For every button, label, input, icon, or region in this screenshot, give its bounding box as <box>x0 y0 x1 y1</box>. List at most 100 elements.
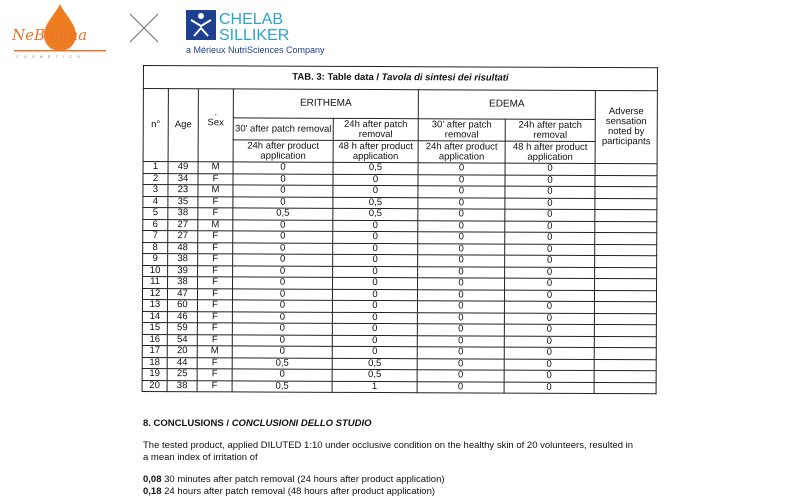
table-cell: 6 <box>142 219 168 231</box>
table-cell: 0 <box>417 335 505 348</box>
table-cell: F <box>197 323 233 335</box>
header-edema: EDEMA <box>418 89 596 120</box>
svg-text:a Mérieux NutriSciences Compan: a Mérieux NutriSciences Company <box>186 45 325 55</box>
svg-text:CHELAB: CHELAB <box>219 11 283 28</box>
table-cell: 0 <box>232 323 333 335</box>
table-cell: 19 <box>142 368 168 381</box>
table-cell: 0,5 <box>333 162 419 175</box>
table-cell <box>594 243 657 256</box>
table-cell: 0 <box>332 254 418 267</box>
table-cell: 0 <box>504 347 595 359</box>
result-24h: 0,18 24 hours after patch removal (48 ho… <box>143 486 436 497</box>
svg-text:NeBiolina: NeBiolina <box>11 26 87 44</box>
table-cell: F <box>197 173 234 185</box>
table-cell: 0 <box>233 162 334 174</box>
table-cell: 0 <box>504 278 595 290</box>
table-cell: 0 <box>504 301 595 313</box>
table-cell: 0 <box>417 266 505 279</box>
conclusions-line1: The tested product, applied DILUTED 1:10… <box>143 440 634 451</box>
table-cell: 0 <box>504 336 595 348</box>
table-cell: 0 <box>504 313 595 325</box>
table-cell: 38 <box>167 380 198 392</box>
table-cell: 10 <box>142 265 168 277</box>
table-cell <box>594 266 657 279</box>
table-cell: 39 <box>167 265 198 277</box>
table-cell: 0 <box>417 186 505 198</box>
table-cell: 27 <box>167 230 198 243</box>
results-table: TAB. 3: Table data / Tavola di sintesi d… <box>142 65 658 394</box>
table-cell: 0 <box>417 209 505 221</box>
table-cell <box>594 312 657 325</box>
table-cell: 0 <box>332 231 418 244</box>
table-cell: M <box>197 185 233 197</box>
conclusions-line2: a mean index of irritation of <box>143 452 258 463</box>
table-cell: 47 <box>167 288 198 300</box>
table-cell <box>594 301 657 314</box>
table-cell: 0 <box>232 369 333 381</box>
svg-text:COSMETICS: COSMETICS <box>16 54 85 59</box>
table-cell: 0 <box>332 266 418 278</box>
table-cell: 0 <box>232 300 333 312</box>
table-cell: 0 <box>504 186 595 198</box>
table-cell: 0 <box>232 265 333 278</box>
table-cell: 38 <box>167 253 198 266</box>
result-30min: 0,08 30 minutes after patch removal (24 … <box>143 474 445 485</box>
table-cell: 0 <box>504 267 595 279</box>
conclusions-heading: 8. CONCLUSIONS / CONCLUSIONI DELLO STUDI… <box>143 418 372 429</box>
table-cell: 0 <box>504 175 596 187</box>
header-sex: . Sex <box>198 88 234 162</box>
table-cell: 0 <box>417 255 505 267</box>
table-cell: F <box>197 380 233 392</box>
table-cell: 0 <box>417 347 505 359</box>
table-cell: 8 <box>142 242 168 254</box>
table-cell: 0 <box>504 244 595 256</box>
table-title: TAB. 3: Table data / Tavola di sintesi d… <box>143 65 658 91</box>
table-cell: 38 <box>167 276 198 289</box>
header-d30: 30' after patch removal <box>418 118 506 142</box>
table-cell: 35 <box>167 196 198 208</box>
header-d30b: 24h after product application <box>418 140 506 164</box>
table-cell: 14 <box>142 311 168 323</box>
table-cell: 0,5 <box>232 357 333 370</box>
table-cell: 0 <box>417 370 505 382</box>
table-cell: F <box>197 265 233 277</box>
table-cell: 0 <box>232 185 333 197</box>
table-cell: 0 <box>417 197 505 210</box>
table-cell: 0 <box>232 196 333 209</box>
table-cell <box>594 220 657 233</box>
table-cell: 0 <box>505 163 596 175</box>
table-cell: 11 <box>142 276 168 289</box>
table-cell: 0 <box>504 198 595 210</box>
header-e24b: 48 h after product application <box>333 140 419 163</box>
table-cell: 25 <box>167 368 198 381</box>
table-cell: 0 <box>332 312 418 324</box>
table-cell <box>594 335 657 348</box>
svg-text:SILLIKER: SILLIKER <box>219 27 289 44</box>
table-cell: 1 <box>143 161 169 174</box>
table-cell: 46 <box>167 311 198 323</box>
table-cell: 0 <box>332 174 419 186</box>
table-cell: M <box>197 219 233 231</box>
table-cell: 0 <box>232 231 333 243</box>
table-cell: 5 <box>142 207 168 220</box>
table-cell: 0,5 <box>332 197 418 209</box>
table-cell: 0 <box>504 324 595 336</box>
table-cell: 0 <box>504 221 595 233</box>
table-cell: 0 <box>418 163 506 175</box>
table-cell: 0,5 <box>332 208 418 221</box>
table-cell: F <box>197 208 233 220</box>
table-cell: 44 <box>167 357 198 369</box>
table-cell: 13 <box>142 299 168 312</box>
table-cell: M <box>197 346 233 358</box>
table-cell: 15 <box>142 322 168 335</box>
table-cell: 0 <box>332 346 418 359</box>
table-cell: 20 <box>167 345 198 358</box>
table-cell: 0 <box>232 254 333 266</box>
table-cell: 0 <box>417 220 505 233</box>
header-d24: 24h after patch removal <box>505 119 596 142</box>
table-cell <box>595 163 658 176</box>
table-cell: 0 <box>504 232 595 244</box>
header-adverse: Adverse sensation noted by participants <box>595 90 658 164</box>
table-cell: 0 <box>417 312 505 325</box>
nebiolina-logo: NeBiolina COSMETICS <box>11 4 106 59</box>
